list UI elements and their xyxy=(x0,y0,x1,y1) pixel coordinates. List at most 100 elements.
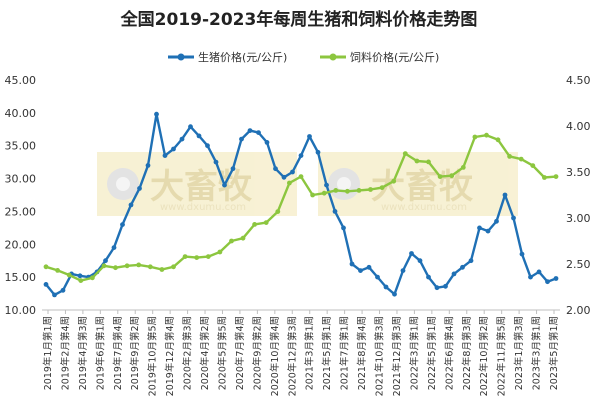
data-point xyxy=(451,271,457,277)
watermark-url: www.dxumu.com xyxy=(160,202,246,213)
data-point xyxy=(171,264,176,270)
watermark-right: 大畜牧 www.dxumu.com xyxy=(318,152,518,216)
data-point xyxy=(460,264,465,270)
data-point xyxy=(179,136,185,142)
data-point xyxy=(528,274,533,280)
x-tick-label: 2021年5月第1周 xyxy=(321,316,333,390)
x-tick-label: 2021年3月第1周 xyxy=(304,316,316,390)
data-point xyxy=(252,222,257,227)
watermark-left: 大畜牧 www.dxumu.com xyxy=(97,152,297,216)
data-point xyxy=(307,134,312,139)
data-point xyxy=(281,174,287,180)
data-point xyxy=(256,130,261,136)
data-point xyxy=(230,166,236,172)
data-point xyxy=(222,182,227,188)
x-tick-label: 2020年2月第3周 xyxy=(182,316,194,390)
data-point xyxy=(287,180,292,186)
watermark-logo-inner-icon xyxy=(337,177,351,191)
x-tick-label: 2022年5月第1周 xyxy=(426,316,438,390)
data-point xyxy=(162,153,168,159)
data-point xyxy=(426,159,431,165)
data-point xyxy=(290,169,295,175)
y-left-tick-label: 30.00 xyxy=(5,173,37,186)
data-point xyxy=(273,166,278,172)
y-left-tick-label: 10.00 xyxy=(5,304,37,317)
data-point xyxy=(90,275,95,281)
data-point xyxy=(52,292,57,298)
data-point xyxy=(315,149,321,155)
data-point xyxy=(159,267,165,272)
watermark-url: www.dxumu.com xyxy=(381,202,467,213)
data-point xyxy=(128,202,134,208)
y-left-tick-label: 45.00 xyxy=(5,74,37,87)
legend-swatch-marker xyxy=(177,53,185,61)
y-left-tick-label: 40.00 xyxy=(5,107,37,120)
axes: 10.00 15.00 20.00 25.00 30.00 35.00 40.00 45.00… xyxy=(5,74,591,396)
data-point xyxy=(379,185,385,191)
series-hog xyxy=(43,111,559,298)
y-right-tick-label: 2.00 xyxy=(566,304,591,317)
data-point xyxy=(120,222,125,228)
data-point xyxy=(530,163,536,169)
x-tick-label: 2019年9月第2周 xyxy=(129,316,141,390)
watermark-logo-inner-icon xyxy=(116,177,130,191)
y-left-tick-label: 35.00 xyxy=(5,140,37,153)
data-point xyxy=(485,228,491,234)
data-point xyxy=(545,279,550,285)
x-tick-label: 2020年10月第4周 xyxy=(269,316,281,396)
data-point xyxy=(391,178,397,184)
data-point xyxy=(358,268,363,273)
legend-label: 生猪价格(元/公斤) xyxy=(198,50,287,64)
x-tick-label: 2020年12月第3周 xyxy=(286,316,298,396)
data-point xyxy=(182,254,188,259)
x-tick-label: 2019年6月第1周 xyxy=(94,316,106,390)
data-point xyxy=(205,143,210,149)
data-point xyxy=(247,128,253,134)
data-point xyxy=(536,269,542,275)
data-point xyxy=(213,159,219,165)
data-point xyxy=(196,133,202,139)
data-point xyxy=(511,215,516,221)
data-point xyxy=(356,188,362,193)
data-point xyxy=(171,146,176,152)
x-tick-label: 2022年3月第1周 xyxy=(408,316,420,390)
x-tick-label: 2020年9月第2周 xyxy=(251,316,263,390)
data-point xyxy=(468,258,474,264)
data-point xyxy=(263,220,269,226)
data-point xyxy=(502,192,508,198)
data-point xyxy=(77,273,83,279)
y-right-tick-label: 4.50 xyxy=(566,74,591,87)
series-layer xyxy=(43,111,559,298)
y-right-tick-label: 2.50 xyxy=(566,258,591,271)
data-point xyxy=(484,132,489,138)
data-point xyxy=(434,285,440,291)
data-point xyxy=(78,278,84,283)
data-point xyxy=(518,156,524,162)
x-tick-label: 2023年3月第1周 xyxy=(531,316,543,390)
data-point xyxy=(368,187,373,192)
x-tick-label: 2020年5月第5周 xyxy=(216,316,228,390)
data-point xyxy=(101,263,107,269)
x-tick-label: 2022年6月第4周 xyxy=(443,316,455,390)
data-point xyxy=(321,190,327,196)
x-tick-label: 2021年12月第3周 xyxy=(391,316,403,396)
watermark-brand: 大畜牧 xyxy=(371,167,474,207)
data-point xyxy=(194,255,200,260)
watermark-brand: 大畜牧 xyxy=(150,167,253,207)
x-tick-label: 2022年11月第5周 xyxy=(496,316,508,396)
x-tick-label: 2022年10月第2周 xyxy=(478,316,490,396)
data-point xyxy=(239,136,244,142)
x-tick-label: 2019年1月第1周 xyxy=(42,316,54,390)
legend-label: 饲料价格(元/公斤) xyxy=(350,50,439,64)
data-point xyxy=(66,272,72,278)
data-point xyxy=(55,268,60,273)
data-point xyxy=(472,134,478,140)
legend: 生猪价格(元/公斤) 饲料价格(元/公斤) xyxy=(168,50,439,64)
data-point xyxy=(507,154,512,159)
legend-swatch-marker xyxy=(329,53,337,61)
data-point xyxy=(349,261,355,267)
x-tick-label: 2020年4月第2周 xyxy=(199,316,211,390)
y-right-tick-label: 3.00 xyxy=(566,212,591,225)
data-point xyxy=(275,209,281,215)
